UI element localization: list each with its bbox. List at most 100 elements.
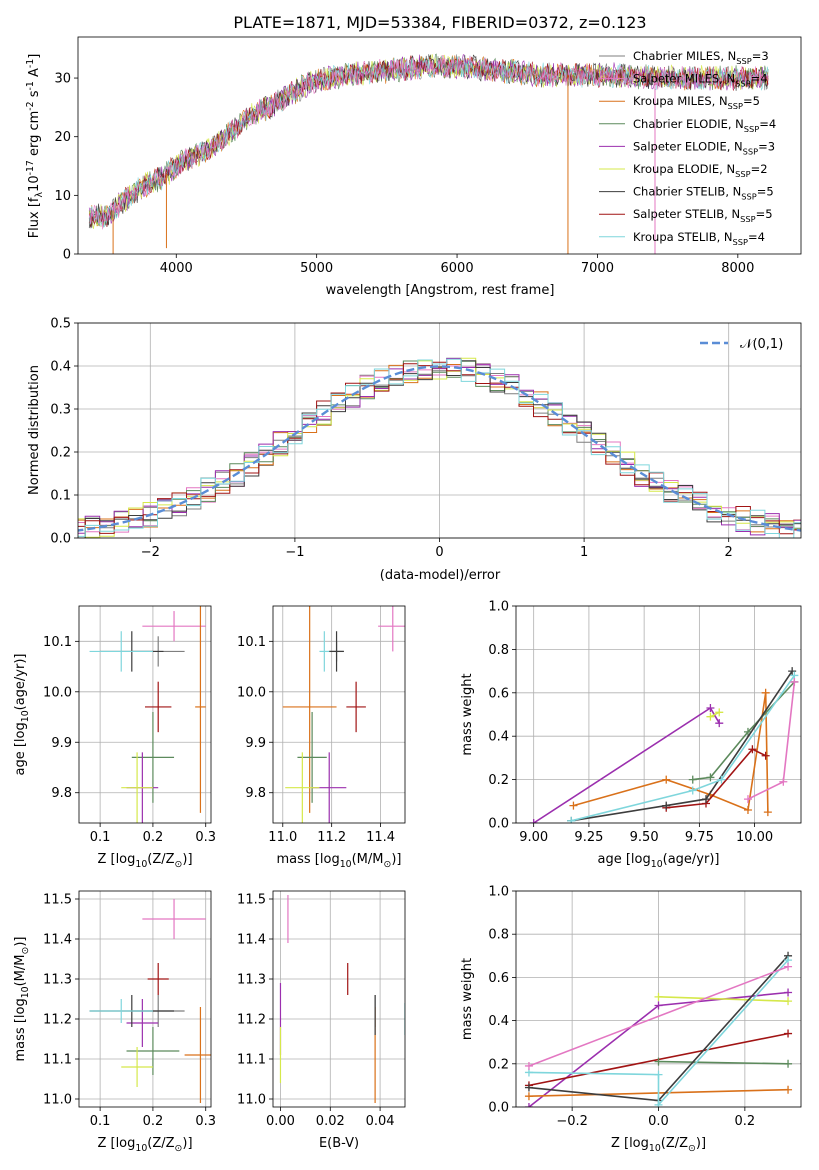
- data-point: [654, 992, 663, 1001]
- data-point: [743, 795, 752, 804]
- data-point: [524, 1061, 533, 1070]
- panel-ylabel: mass [log10(M/M⊙)]: [13, 937, 31, 1062]
- mass-weight-line: [692, 681, 795, 781]
- y-tick-label: 11.2: [237, 1013, 266, 1028]
- y-tick-label: 9.9: [245, 736, 266, 751]
- data-point: [715, 719, 724, 728]
- x-tick-label: 0.04: [366, 1114, 395, 1129]
- y-tick-label: 0.4: [488, 1014, 509, 1029]
- y-tick-label: 1.0: [488, 600, 509, 615]
- plot-area: [529, 656, 799, 823]
- data-point: [688, 775, 697, 784]
- y-tick-label: 30: [54, 72, 71, 87]
- mass-weight-panel: −0.2 0.0 0.2 0.0 0.2 0.4 0.6 0.8 1.0: [488, 885, 802, 1129]
- x-tick-label: 11.2: [317, 830, 346, 845]
- mass-weight-line: [666, 748, 767, 809]
- data-point: [763, 808, 772, 817]
- data-point: [773, 656, 781, 664]
- x-tick-label: 5000: [300, 261, 333, 276]
- data-point: [654, 1057, 663, 1066]
- panel-xlabel: mass [log10(M/M⊙)]: [277, 852, 402, 870]
- x-tick-label: −1: [285, 545, 304, 560]
- residual-histogram: [78, 361, 801, 535]
- x-tick-label: 0.2: [143, 830, 164, 845]
- y-tick-label: 0.6: [488, 686, 509, 701]
- x-tick-label: 2: [725, 545, 733, 560]
- y-tick-label: 0.0: [488, 1101, 509, 1116]
- y-tick-label: 11.1: [237, 1053, 266, 1068]
- spectrum-panel: 4000 5000 6000 7000 8000 0 10 20 30 Chabrier MILE…: [54, 36, 802, 276]
- data-point: [524, 1092, 533, 1101]
- x-tick-label: 0: [435, 545, 443, 560]
- y-tick-label: 10: [54, 189, 71, 204]
- y-tick-label: 11.1: [43, 1053, 72, 1068]
- x-tick-label: 0.3: [195, 830, 216, 845]
- legend-label: Salpeter ELODIE, NSSP=3: [633, 139, 775, 156]
- y-tick-label: 9.9: [51, 736, 72, 751]
- panel-ylabel: mass weight: [460, 958, 475, 1040]
- y-tick-label: 1.0: [488, 885, 509, 900]
- axes-frame: [78, 890, 212, 1108]
- x-tick-label: 0.1: [90, 1114, 111, 1129]
- y-tick-label: 0.5: [50, 317, 71, 332]
- y-tick-label: 0.3: [50, 403, 71, 418]
- data-point: [706, 703, 715, 712]
- data-point: [524, 1103, 533, 1107]
- data-point: [715, 708, 724, 717]
- y-tick-label: 0.6: [488, 971, 509, 986]
- x-tick-label: 9.50: [630, 830, 659, 845]
- y-tick-label: 11.5: [237, 893, 266, 908]
- y-tick-label: 10.1: [43, 635, 72, 650]
- y-tick-label: 0.0: [488, 817, 509, 832]
- data-point: [654, 1070, 663, 1079]
- mass-weight-line: [658, 996, 789, 1002]
- y-tick-label: 9.8: [51, 786, 72, 801]
- errorbar-panel: 0.1 0.2 0.3 11.0 11.1 11.2 11.3 11.4 11.5: [43, 890, 216, 1129]
- panel-ylabel: mass weight: [460, 673, 475, 755]
- y-tick-label: 11.2: [43, 1013, 72, 1028]
- y-tick-label: 0.8: [488, 643, 509, 658]
- y-tick-label: 10.0: [237, 685, 266, 700]
- plot-area: [88, 53, 769, 254]
- y-tick-label: 11.0: [43, 1093, 72, 1108]
- x-tick-label: 1: [580, 545, 588, 560]
- data-point: [784, 988, 793, 997]
- plot-area: [78, 357, 801, 538]
- data-point: [784, 1029, 793, 1038]
- x-tick-label: 0.00: [266, 1114, 295, 1129]
- x-tick-label: 6000: [441, 261, 474, 276]
- x-tick-label: 9.75: [685, 830, 714, 845]
- data-point: [529, 819, 538, 823]
- x-tick-label: 0.1: [90, 830, 111, 845]
- data-point: [788, 667, 797, 676]
- data-point: [743, 805, 752, 814]
- y-tick-label: 11.0: [237, 1093, 266, 1108]
- legend-label: Salpeter STELIB, NSSP=5: [633, 207, 773, 224]
- legend-label: Chabrier STELIB, NSSP=5: [633, 185, 774, 202]
- data-point: [654, 1100, 663, 1107]
- y-tick-label: 10.0: [43, 685, 72, 700]
- legend-label: Kroupa STELIB, NSSP=4: [633, 230, 765, 247]
- y-tick-label: 0.0: [50, 532, 71, 547]
- axes-frame: [77, 36, 802, 255]
- figure-title: PLATE=1871, MJD=53384, FIBERID=0372, z=0…: [233, 13, 646, 32]
- axes-frame: [272, 605, 406, 824]
- data-point: [662, 775, 671, 784]
- plot-area: [524, 951, 793, 1107]
- legend-label: Chabrier MILES, NSSP=3: [633, 49, 769, 66]
- y-tick-label: 0: [63, 248, 71, 263]
- data-point: [567, 816, 576, 823]
- mass-weight-line: [710, 711, 720, 718]
- data-point: [706, 712, 715, 721]
- legend-label: 𝒩(0,1): [740, 337, 783, 352]
- residual-ylabel: Normed distribution: [27, 365, 42, 495]
- axes-frame: [515, 890, 802, 1108]
- x-tick-label: 0.0: [648, 1114, 669, 1129]
- y-tick-label: 11.4: [43, 933, 72, 948]
- y-tick-label: 9.8: [245, 786, 266, 801]
- errorbar-panel: 11.0 11.2 11.4 9.8 9.9 10.0 10.1: [237, 605, 406, 845]
- mass-weight-line: [658, 1060, 789, 1065]
- errorbar-panel: 0.1 0.2 0.3 9.8 9.9 10.0 10.1: [43, 605, 216, 845]
- y-tick-label: 0.8: [488, 928, 509, 943]
